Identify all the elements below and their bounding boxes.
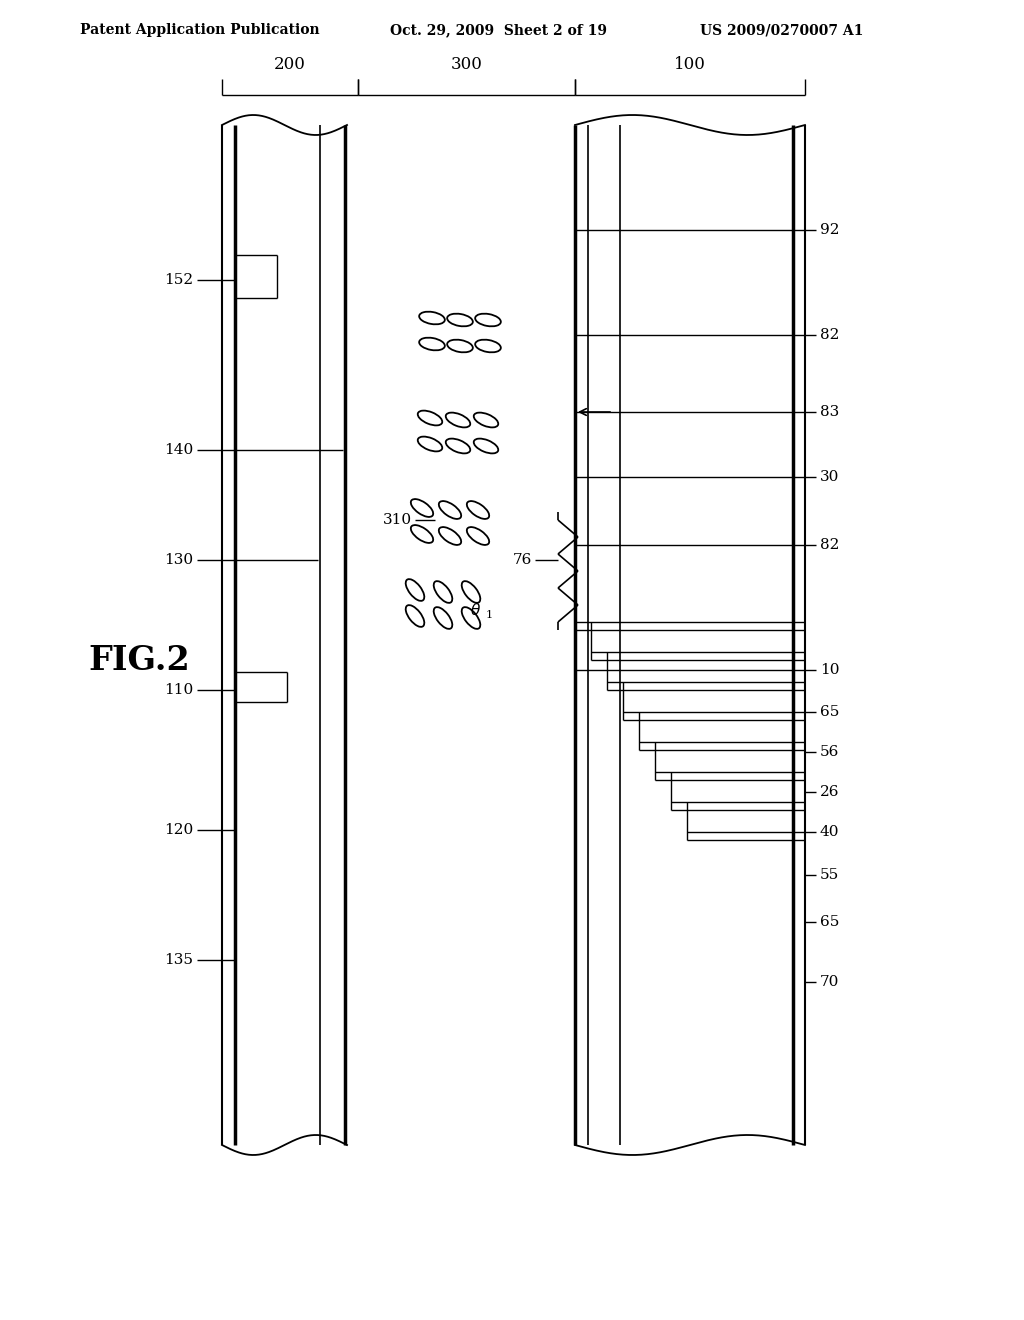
Text: 310: 310 (383, 513, 412, 527)
Text: 200: 200 (274, 55, 306, 73)
Text: 110: 110 (164, 682, 193, 697)
Text: 30: 30 (820, 470, 840, 484)
Text: 56: 56 (820, 744, 840, 759)
Text: 152: 152 (164, 273, 193, 286)
Text: Patent Application Publication: Patent Application Publication (80, 22, 319, 37)
Text: 82: 82 (820, 327, 840, 342)
Text: 82: 82 (820, 539, 840, 552)
Text: 1: 1 (486, 610, 494, 620)
Text: 83: 83 (820, 405, 840, 418)
Text: 300: 300 (451, 55, 482, 73)
Text: 55: 55 (820, 869, 840, 882)
Text: 70: 70 (820, 975, 840, 989)
Text: Oct. 29, 2009  Sheet 2 of 19: Oct. 29, 2009 Sheet 2 of 19 (390, 22, 607, 37)
Text: 65: 65 (820, 705, 840, 719)
Text: 100: 100 (674, 55, 706, 73)
Text: 10: 10 (820, 663, 840, 677)
Text: 140: 140 (164, 444, 193, 457)
Text: 65: 65 (820, 915, 840, 929)
Text: 92: 92 (820, 223, 840, 238)
Text: 40: 40 (820, 825, 840, 840)
Text: $\theta$: $\theta$ (470, 602, 481, 618)
Text: 26: 26 (820, 785, 840, 799)
Text: 120: 120 (164, 822, 193, 837)
Text: FIG.2: FIG.2 (88, 644, 189, 676)
Text: 135: 135 (164, 953, 193, 968)
Text: US 2009/0270007 A1: US 2009/0270007 A1 (700, 22, 863, 37)
Text: 76: 76 (513, 553, 532, 568)
Text: 130: 130 (164, 553, 193, 568)
